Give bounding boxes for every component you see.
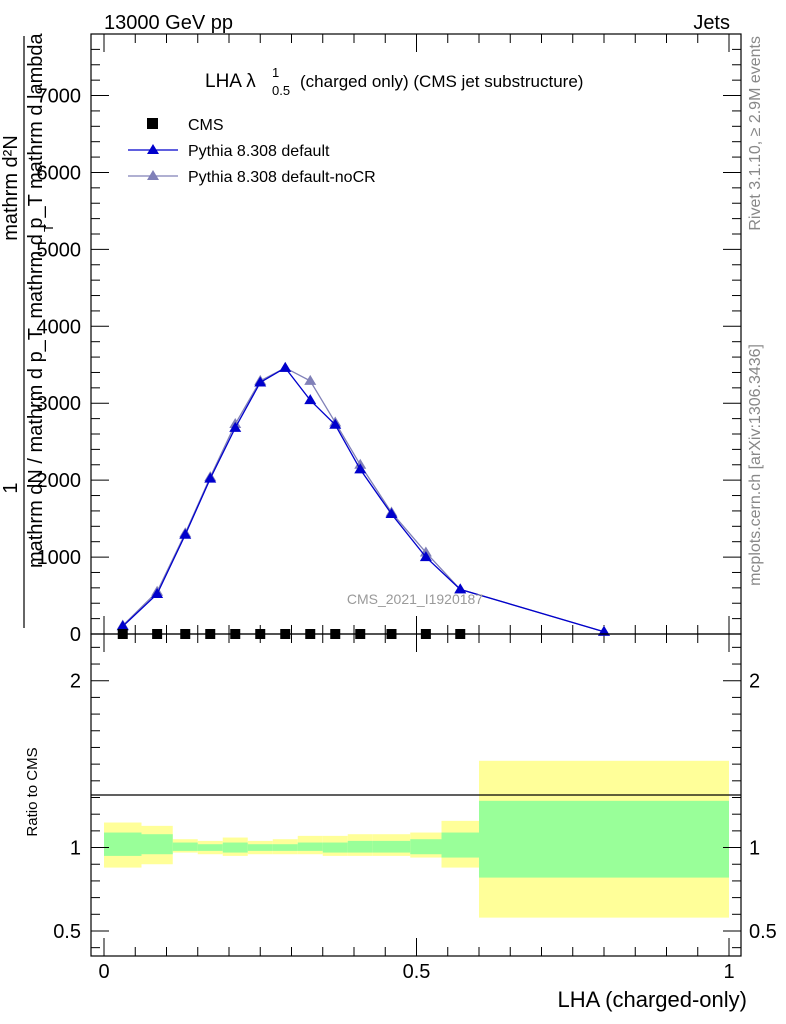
green-band-bin [410,839,442,855]
y-tick-label: 4000 [37,316,82,338]
legend: CMS Pythia 8.308 default Pythia 8.308 de… [128,117,376,186]
series-default-point [151,588,164,598]
ratio-tick-label-right: 1 [749,838,760,860]
y-tick-label: 7000 [37,86,82,108]
title-main: LHA λ [205,71,256,92]
y-tick-label: 0 [70,624,81,646]
main-y-axis-label: 1 mathrm dN / mathrm d p_T mathrm d²N ma… [0,32,56,628]
series-default-point [354,463,367,474]
rivet-label: Rivet 3.1.10, ≥ 2.9M events [747,36,764,231]
title-subscript: 0.5 [272,83,290,98]
green-band-bin [272,844,298,851]
ratio-y-axis-label: Ratio to CMS [24,747,41,836]
legend-marker-cms [147,118,158,129]
series-default-point [454,583,467,594]
ylabel-numerator: mathrm d²N [0,135,22,241]
x-tick-label: 0.5 [403,961,431,983]
ratio-tick-label: 0.5 [53,921,81,943]
series-nocr-point [304,374,317,385]
ylabel-subscript-T: T [41,224,56,232]
title-suffix: (charged only) (CMS jet substructure) [300,72,583,91]
series-default-point [116,620,129,631]
green-band-bin [172,842,198,851]
series-default-point [204,472,217,483]
y-tick-label: 5000 [37,239,82,261]
legend-label-cms: CMS [188,117,224,134]
header-energy: 13000 GeV pp [104,12,233,34]
legend-label-nocr: Pythia 8.308 default-noCR [188,169,376,186]
green-band-bin [222,842,248,853]
ratio-axis-ticks: 0.5 0.5 1 1 2 2 [53,646,777,949]
series-default-point [254,376,267,387]
ratio-tick-label: 1 [70,838,81,860]
legend-marker-default [147,144,159,154]
x-axis-label: LHA (charged-only) [557,987,747,1012]
ratio-tick-label-right: 0.5 [749,921,777,943]
series-default-point [598,625,610,636]
green-band-bin [372,840,411,853]
green-band-bin [441,832,479,858]
plot-title: LHA λ 1 0.5 (charged only) (CMS jet subs… [205,65,583,98]
series-default-point [304,394,317,405]
x-tick-label: 1 [723,961,734,983]
series-default-line [122,366,605,633]
ratio-bands [104,760,729,918]
green-band-bin [141,834,173,855]
green-band-bin [322,842,348,853]
green-band-bin [479,800,729,878]
green-band-bin [297,842,323,851]
legend-label-default: Pythia 8.308 default [188,143,330,160]
y-tick-label: 3000 [37,393,82,415]
main-axis-ticks: 0 1000 2000 3000 4000 5000 6000 7000 0 0.5 1 [37,34,741,983]
green-band-bin [247,844,273,851]
ylabel-denominator: mathrm d p_T mathrm d lambda [25,32,47,318]
ylabel-one: 1 [0,482,22,493]
title-superscript: 1 [272,65,279,80]
ratio-tick-label: 2 [70,671,81,693]
green-band-bin [197,844,223,851]
mcplots-label: mcplots.cern.ch [arXiv:1306.3436] [747,344,764,586]
legend-marker-nocr [147,170,159,180]
series-default-point [385,508,398,518]
y-tick-label: 2000 [37,470,82,492]
series-default-point [279,361,292,372]
ylabel-dN-dpT: mathrm dN / mathrm d p_T [25,328,47,568]
y-tick-label: 1000 [37,547,82,569]
green-band-bin [347,840,373,853]
y-tick-label: 6000 [37,162,82,184]
ratio-tick-label-right: 2 [749,671,760,693]
series-default-point [419,551,432,562]
x-tick-label: 0 [98,961,109,983]
analysis-watermark: CMS_2021_I1920187 [347,591,483,607]
series-default-point [179,528,192,539]
series-default-point [229,421,242,432]
header-jets: Jets [693,12,730,34]
green-band-bin [104,832,142,856]
series-default-point [329,418,342,429]
